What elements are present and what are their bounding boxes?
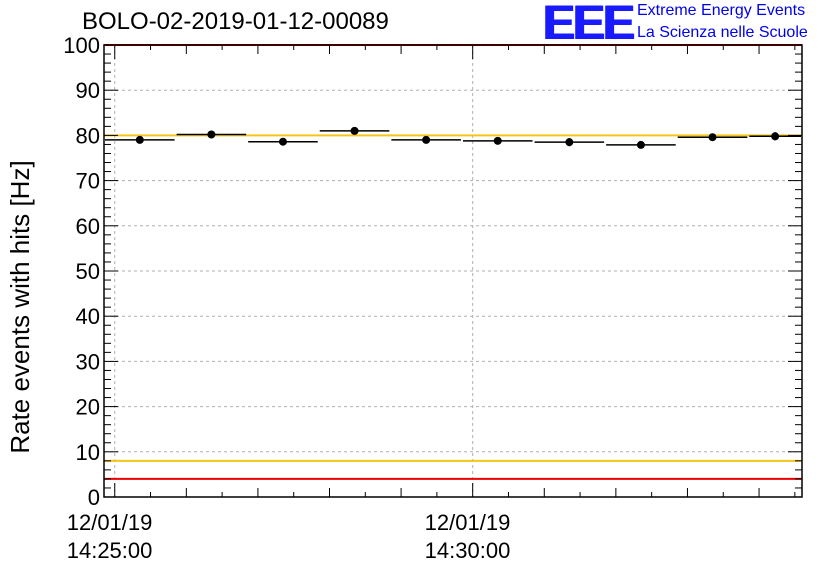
- y-tick-label: 20: [76, 395, 100, 420]
- y-tick-label: 50: [76, 259, 100, 284]
- axes: [103, 44, 803, 498]
- x-tick-label-date: 12/01/19: [67, 510, 153, 535]
- y-tick-label: 30: [76, 349, 100, 374]
- data-point: [493, 136, 502, 145]
- y-tick-label: 80: [76, 123, 100, 148]
- y-tick-label: 0: [88, 485, 100, 510]
- y-tick-label: 40: [76, 304, 100, 329]
- y-tick-label: 100: [63, 33, 100, 58]
- y-tick-label: 60: [76, 214, 100, 239]
- x-tick-label-date: 12/01/19: [425, 510, 511, 535]
- y-tick-label: 70: [76, 169, 100, 194]
- data-point: [207, 130, 216, 139]
- axis-labels: 0 10 20 30 40 50 60 70 80 90 100 12/01/19 14:25:00 12…: [5, 33, 510, 563]
- data-point: [350, 126, 359, 135]
- data-point: [636, 140, 645, 149]
- y-tick-label: 10: [76, 440, 100, 465]
- eee-logo: EEE: [543, 0, 635, 50]
- chart-title: BOLO-02-2019-01-12-00089: [82, 8, 389, 35]
- y-axis-title: Rate events with hits [Hz]: [5, 160, 35, 453]
- data-point: [135, 135, 144, 144]
- grid-layer: [104, 45, 802, 497]
- data-point: [565, 138, 574, 147]
- y-tick-label: 90: [76, 78, 100, 103]
- x-tick-label-time: 14:30:00: [425, 538, 511, 563]
- brand-line-1: Extreme Energy Events: [637, 2, 806, 19]
- data-points: [105, 126, 801, 149]
- data-point: [278, 137, 287, 146]
- data-point: [708, 133, 717, 142]
- brand-line-2: La Scienza nelle Scuole: [637, 24, 808, 41]
- reference-lines: [104, 44, 802, 480]
- data-point: [771, 132, 780, 141]
- data-point: [422, 135, 431, 144]
- x-tick-label-time: 14:25:00: [67, 538, 153, 563]
